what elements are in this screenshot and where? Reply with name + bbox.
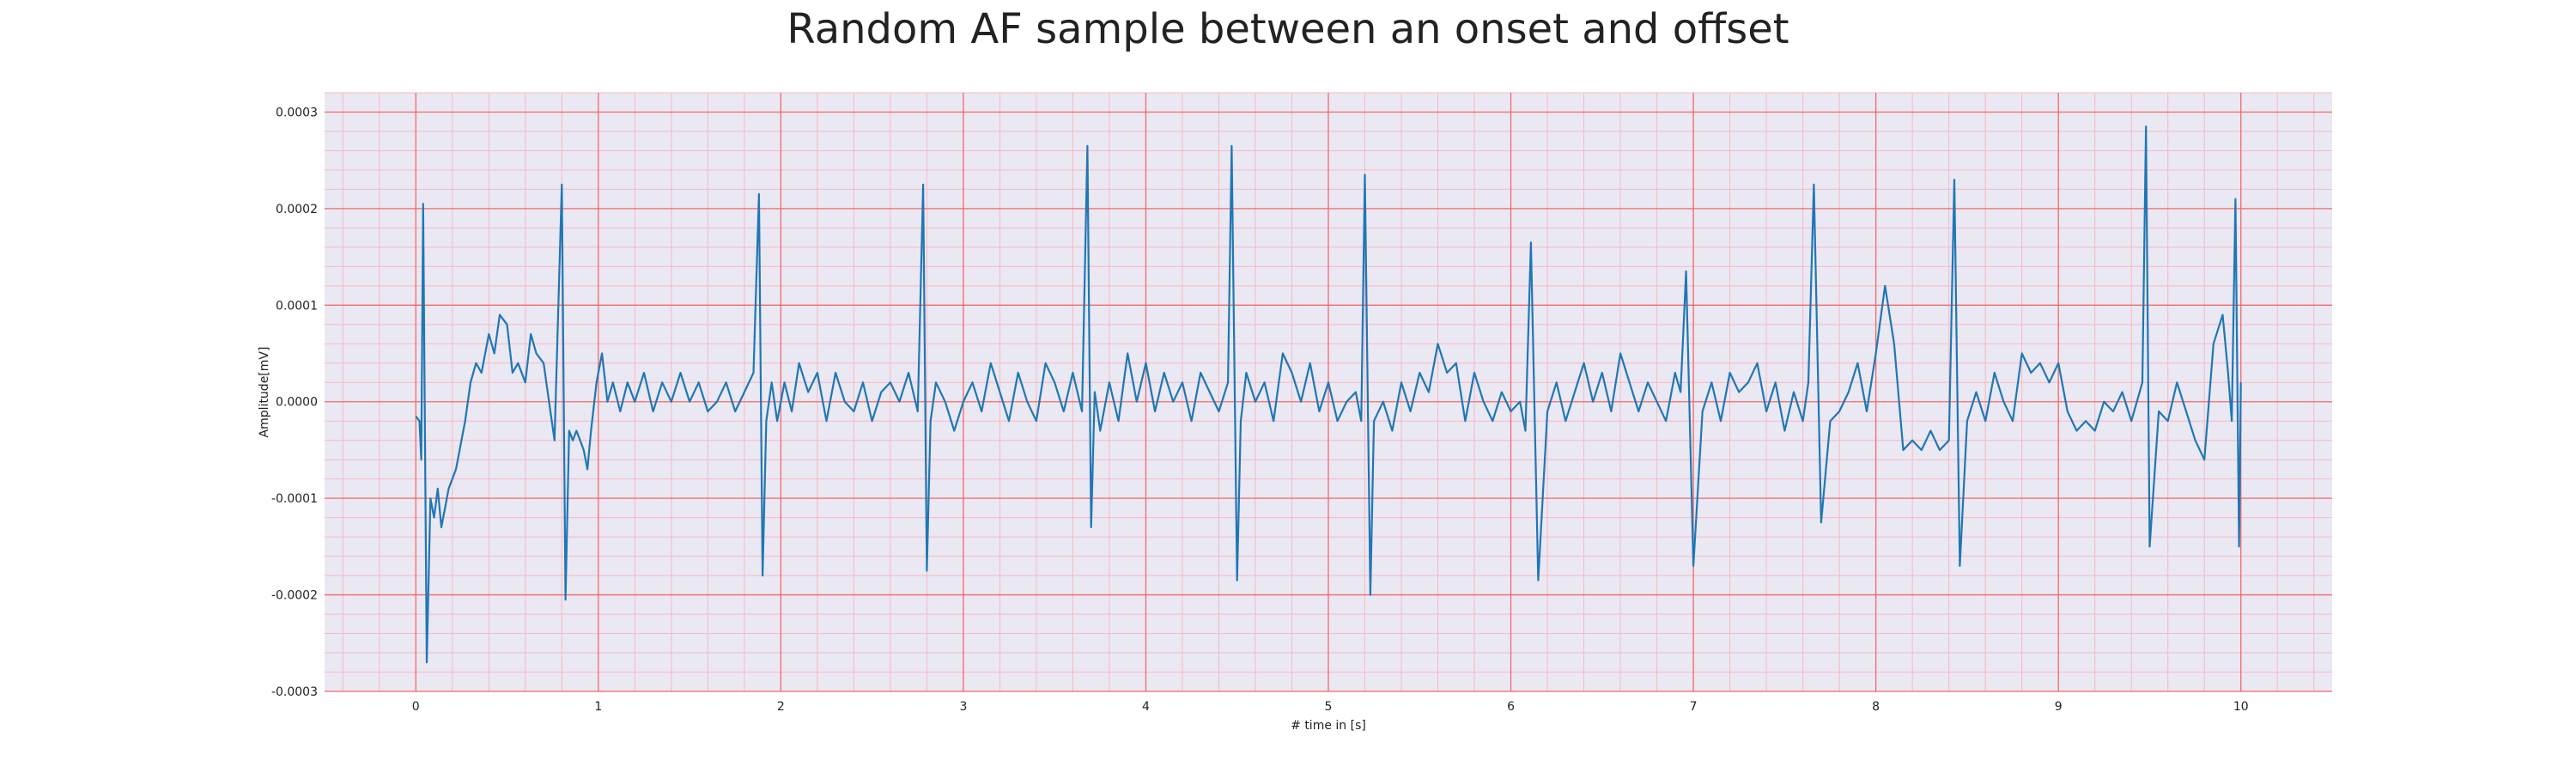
x-tick-label: 2 bbox=[777, 700, 785, 714]
y-tick-label: 0.0000 bbox=[276, 396, 318, 410]
x-tick-label: 5 bbox=[1325, 700, 1333, 714]
y-tick-label: 0.0003 bbox=[276, 106, 318, 119]
y-tick-label: -0.0001 bbox=[271, 492, 318, 506]
x-tick-labels: 0 1 2 3 4 5 6 7 8 9 10 bbox=[412, 700, 2249, 714]
x-tick-label: 4 bbox=[1142, 700, 1150, 714]
y-tick-label: -0.0003 bbox=[271, 685, 318, 699]
y-tick-labels: -0.0003 -0.0002 -0.0001 0.0000 0.0001 0.0002 0… bbox=[271, 106, 318, 699]
series-line-amplitude bbox=[415, 125, 2242, 664]
major-grid bbox=[325, 93, 2332, 692]
x-tick-label: 1 bbox=[594, 700, 602, 714]
x-tick-label: 6 bbox=[1507, 700, 1515, 714]
x-tick-label: 8 bbox=[1872, 700, 1880, 714]
x-tick-label: 0 bbox=[412, 700, 420, 714]
y-tick-label: 0.0001 bbox=[276, 299, 318, 313]
y-tick-label: -0.0002 bbox=[271, 589, 318, 603]
x-tick-label: 3 bbox=[959, 700, 967, 714]
chart-title: Random AF sample between an onset and of… bbox=[787, 5, 1789, 53]
y-axis-label: Amplitude[mV] bbox=[258, 347, 271, 438]
x-tick-label: 9 bbox=[2055, 700, 2063, 714]
x-axis-label: # time in [s] bbox=[1291, 719, 1366, 733]
y-tick-label: 0.0002 bbox=[276, 203, 318, 216]
x-tick-label: 7 bbox=[1690, 700, 1698, 714]
x-tick-label: 10 bbox=[2233, 700, 2249, 714]
